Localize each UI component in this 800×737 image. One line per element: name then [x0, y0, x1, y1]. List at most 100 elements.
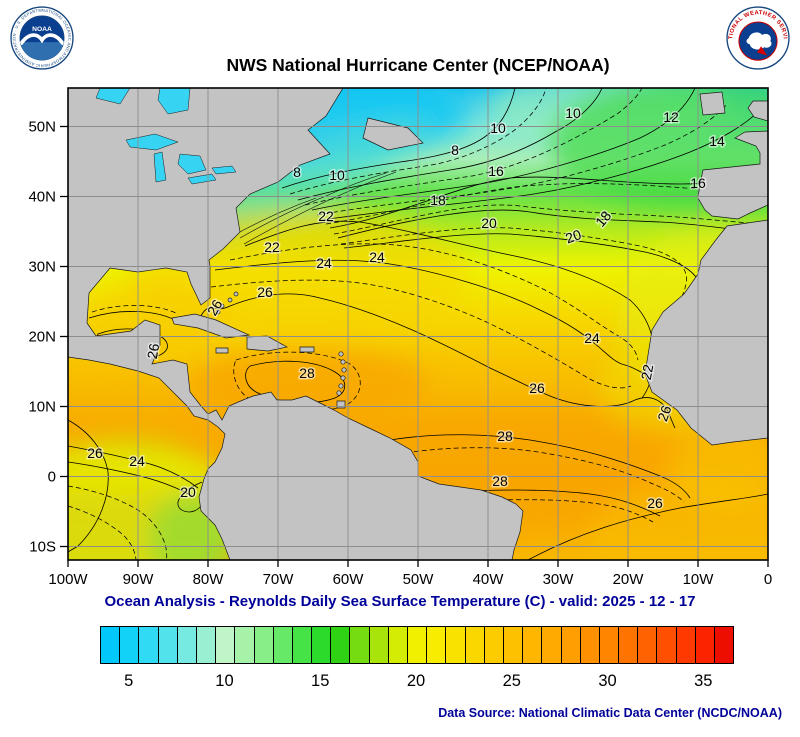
colorbar-cell: [503, 627, 524, 663]
colorbar-cell: [196, 627, 217, 663]
contour-label: 26: [647, 495, 663, 511]
colorbar-cell: [388, 627, 408, 663]
contour-label: 28: [492, 473, 508, 489]
map-container: 8 10 8 10 10 12 14 16 16 18 18 20 20 22 22 24 24 26 26 26 24…: [0, 80, 800, 592]
colorbar-cell: [657, 627, 677, 663]
colorbar-cell: [331, 627, 351, 663]
contour-label: 22: [638, 363, 656, 381]
colorbar-cell: [427, 627, 447, 663]
contour-label: 16: [690, 175, 706, 191]
contour-label: 22: [318, 208, 334, 224]
contour-label: 10: [565, 105, 581, 121]
colorbar-tick-value: 35: [694, 672, 713, 690]
contour-label: 26: [257, 284, 273, 300]
lat-label: 50N: [28, 119, 56, 136]
page-title: NWS National Hurricane Center (NCEP/NOAA…: [226, 55, 610, 75]
contour-label: 16: [488, 163, 504, 179]
colorbar-cell: [561, 627, 581, 663]
nws-logo-icon: NATIONAL WEATHER SERVICE: [726, 6, 790, 70]
land-bahamas: [215, 309, 221, 315]
land-bahamas: [219, 303, 225, 309]
lon-label: 20W: [613, 571, 645, 588]
land-trinidad: [336, 400, 346, 409]
contour-label: 24: [316, 255, 332, 271]
hudson-bay: [95, 88, 131, 105]
contour-label: 18: [430, 192, 446, 208]
map-caption: Ocean Analysis - Reynolds Daily Sea Surf…: [104, 593, 696, 610]
land-antilles: [338, 383, 344, 389]
lon-label: 90W: [123, 571, 155, 588]
contour-label: 26: [654, 403, 674, 423]
contour-label: 20: [180, 484, 196, 500]
colorbar-cell: [350, 627, 370, 663]
data-source-note: Data Source: National Climatic Data Cent…: [438, 706, 782, 720]
contour-label: 14: [709, 133, 725, 149]
colorbar-cell: [369, 627, 389, 663]
land-antilles: [336, 390, 342, 396]
lake-erie: [187, 173, 217, 185]
lon-label: 70W: [263, 571, 295, 588]
colorbar-cell: [292, 627, 313, 663]
isotherm-contours: [68, 88, 768, 560]
contour-label: 8: [451, 142, 459, 158]
land-antilles: [340, 359, 346, 365]
colorbar-tick-labels: 5 10 15 20 25 30 35: [100, 672, 732, 694]
lon-label: 80W: [193, 571, 225, 588]
land-england: [747, 100, 768, 122]
land-americas: [68, 88, 524, 560]
contour-label: 24: [369, 249, 385, 265]
land-masses: [68, 88, 768, 560]
contour-label: 12: [663, 109, 679, 125]
lake-ontario: [211, 165, 237, 175]
colorbar-cell: [158, 627, 178, 663]
lat-label: 10N: [28, 399, 56, 416]
colorbar-tick-value: 15: [311, 672, 330, 690]
hudson-bay: [157, 88, 191, 115]
colorbar-cell: [139, 627, 159, 663]
colorbar-cell: [599, 627, 620, 663]
land-bahamas: [233, 291, 239, 297]
colorbar-cell: [465, 627, 485, 663]
colorbar-cell: [695, 627, 715, 663]
land-antilles: [340, 375, 346, 381]
temperature-colorbar: [100, 626, 734, 664]
colorbar-cell: [619, 627, 639, 663]
colorbar-cell: [120, 627, 140, 663]
land-ireland: [699, 91, 726, 116]
colorbar-tick-value: 5: [124, 672, 134, 690]
land-jamaica: [215, 347, 229, 354]
land-europe: [697, 130, 768, 220]
colorbar-cell: [177, 627, 197, 663]
noaa-logo-text: NOAA: [32, 26, 52, 33]
lon-label: 10W: [683, 571, 715, 588]
colorbar-cell: [273, 627, 293, 663]
lat-label: 30N: [28, 259, 56, 276]
colorbar-cell: [676, 627, 696, 663]
contour-label: 20: [563, 226, 583, 246]
land-africa: [644, 219, 768, 446]
colorbar-cell: [580, 627, 600, 663]
contour-label: 8: [293, 164, 301, 180]
colorbar-cell: [235, 627, 255, 663]
contour-label: 28: [299, 365, 315, 381]
colorbar-tick-value: 30: [598, 672, 617, 690]
colorbar-cell: [446, 627, 466, 663]
cloud-icon: [746, 32, 772, 50]
contour-label: 24: [584, 330, 600, 346]
land-antilles: [338, 351, 344, 357]
lake-michigan: [153, 151, 167, 183]
colorbar-cell: [484, 627, 504, 663]
contour-label: 24: [129, 453, 145, 469]
contour-label: 26: [87, 445, 103, 461]
lake-superior: [125, 133, 179, 151]
colorbar-cell: [101, 627, 121, 663]
lake-huron: [177, 153, 207, 175]
lon-label: 30W: [543, 571, 575, 588]
colorbar-cell: [715, 627, 734, 663]
noaa-logo-icon: NATIONAL OCEANIC AND ATMOSPHERIC ADMINIS…: [10, 6, 74, 70]
lon-label: 60W: [333, 571, 365, 588]
lon-label: 50W: [403, 571, 435, 588]
contour-label: 10: [329, 167, 345, 183]
